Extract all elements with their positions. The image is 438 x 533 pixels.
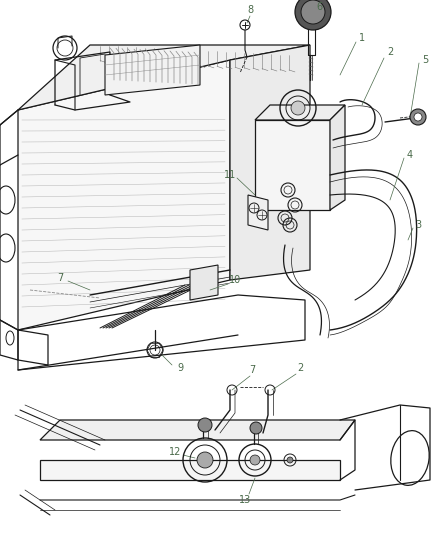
Circle shape xyxy=(301,0,325,24)
Polygon shape xyxy=(40,420,355,440)
Text: 4: 4 xyxy=(407,150,413,160)
Polygon shape xyxy=(230,45,310,280)
Text: 10: 10 xyxy=(229,275,241,285)
Polygon shape xyxy=(105,45,200,95)
Circle shape xyxy=(414,113,422,121)
Polygon shape xyxy=(190,265,218,300)
Polygon shape xyxy=(248,195,268,230)
Text: 12: 12 xyxy=(169,447,181,457)
Text: 2: 2 xyxy=(297,363,303,373)
Circle shape xyxy=(250,455,260,465)
Polygon shape xyxy=(18,60,230,330)
Text: 11: 11 xyxy=(224,170,236,180)
Circle shape xyxy=(410,109,426,125)
Text: 9: 9 xyxy=(177,363,183,373)
Circle shape xyxy=(198,418,212,432)
Text: 6: 6 xyxy=(316,2,322,12)
Polygon shape xyxy=(330,105,345,210)
Text: 7: 7 xyxy=(57,273,63,283)
Text: 7: 7 xyxy=(249,365,255,375)
Polygon shape xyxy=(255,105,345,120)
Text: 8: 8 xyxy=(247,5,253,15)
Text: 5: 5 xyxy=(422,55,428,65)
Polygon shape xyxy=(18,45,310,110)
Circle shape xyxy=(287,457,293,463)
Polygon shape xyxy=(255,120,330,210)
Text: 3: 3 xyxy=(415,220,421,230)
Circle shape xyxy=(197,452,213,468)
Circle shape xyxy=(295,0,331,30)
Text: 2: 2 xyxy=(387,47,393,57)
Circle shape xyxy=(250,422,262,434)
Text: 1: 1 xyxy=(359,33,365,43)
Polygon shape xyxy=(40,460,340,480)
Circle shape xyxy=(291,101,305,115)
Text: 13: 13 xyxy=(239,495,251,505)
